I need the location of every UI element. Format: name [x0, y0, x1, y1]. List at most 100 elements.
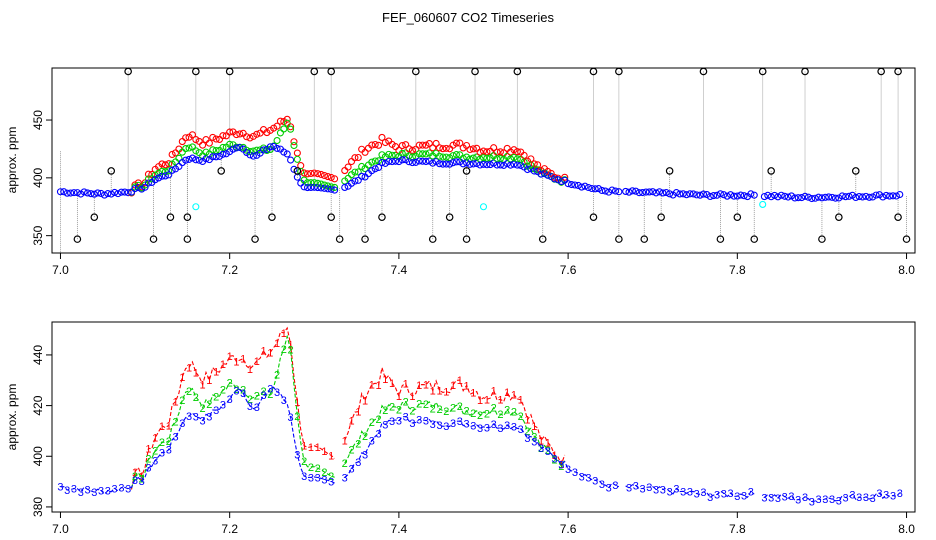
- series-1-point: [253, 130, 261, 138]
- series-3-point: [469, 160, 477, 168]
- series-3-point: [507, 161, 515, 169]
- series-3-point: [94, 189, 102, 197]
- series-3-marker: 3: [585, 472, 591, 484]
- series-3-marker: 3: [91, 487, 97, 499]
- series-3-marker: 3: [274, 387, 280, 399]
- series-1-point: [293, 149, 301, 157]
- series-3-point: [831, 194, 840, 202]
- series-1-line: [130, 326, 335, 490]
- series-3-point: [889, 192, 897, 200]
- series-2-point: [249, 147, 257, 155]
- series-3-point: [67, 189, 75, 197]
- series-3-point: [195, 156, 203, 164]
- series-2-point: [449, 152, 457, 160]
- series-3-marker: 3: [572, 467, 578, 479]
- series-3-point: [381, 159, 389, 167]
- outlier-point: [251, 235, 259, 243]
- series-3-point: [449, 159, 457, 167]
- bottom-x-tick-label: 7.6: [560, 522, 577, 536]
- series-2-marker: 2: [470, 408, 476, 420]
- series-2-marker: 2: [403, 397, 409, 409]
- series-3-point: [655, 188, 664, 196]
- series-2-marker: 2: [308, 462, 314, 474]
- series-1-point: [168, 150, 176, 159]
- outlier-point: [361, 235, 369, 243]
- series-3-marker: 3: [612, 480, 618, 492]
- series-2-marker: 2: [139, 473, 145, 485]
- series-2-marker: 2: [288, 345, 294, 357]
- series-3-point: [557, 177, 565, 186]
- series-3-marker: 3: [856, 492, 862, 504]
- series-1-marker: 1: [315, 442, 321, 454]
- series-1-marker: 1: [470, 388, 476, 400]
- series-3-point: [303, 184, 312, 192]
- series-3-point: [791, 194, 799, 202]
- series-2-point: [435, 152, 444, 160]
- series-3-marker: 3: [484, 423, 490, 435]
- series-1-point: [479, 147, 488, 155]
- series-2-marker: 2: [511, 407, 517, 419]
- series-3-marker: 3: [802, 492, 808, 504]
- series-3-point: [601, 187, 609, 195]
- series-3-marker: 3: [667, 486, 673, 498]
- series-3-point: [300, 183, 308, 191]
- top-x-axis: 7.0 7.2 7.4 7.6 7.8 8.0: [52, 253, 915, 277]
- bottom-y-axis-label: approx. ppm: [5, 384, 19, 451]
- series-2-point: [520, 158, 528, 166]
- series-3-point: [419, 157, 427, 165]
- series-3-marker: 3: [172, 432, 178, 444]
- series-3-marker: 3: [369, 436, 375, 448]
- series-3-point: [56, 188, 65, 196]
- series-3-point: [811, 194, 819, 202]
- series-2-point: [273, 136, 281, 145]
- series-3-point: [73, 189, 81, 197]
- series-3-point: [107, 190, 115, 198]
- series-2-marker: 2: [524, 426, 530, 438]
- series-3-marker: 3: [518, 424, 524, 436]
- series-2-marker: 2: [267, 389, 273, 401]
- series-3-point: [567, 180, 576, 189]
- series-3-line: [625, 484, 755, 499]
- top-y-tick-label: 400: [31, 168, 45, 188]
- series-2-marker: 2: [416, 399, 422, 411]
- series-1-line: [344, 367, 566, 466]
- series-3-point: [232, 144, 240, 152]
- series-3-marker: 3: [84, 484, 90, 496]
- series-1-marker: 1: [260, 346, 266, 358]
- series-1-marker: 1: [457, 375, 463, 387]
- series-3-point: [331, 186, 339, 194]
- series-3-marker: 3: [680, 486, 686, 498]
- series-1-point: [368, 141, 376, 149]
- series-3-point: [398, 156, 406, 164]
- series-3-marker: 3: [673, 484, 679, 496]
- outlier-point: [293, 167, 302, 175]
- series-3-marker: 3: [809, 497, 815, 509]
- series-3-point: [212, 153, 220, 161]
- outlier-point: [851, 167, 860, 175]
- series-3-point: [141, 183, 149, 191]
- series-3-point: [706, 192, 714, 201]
- bottom-y-tick-label: 440: [31, 345, 45, 365]
- series-3-point: [798, 194, 806, 202]
- series-3-marker: 3: [213, 405, 219, 417]
- series-1-marker: 1: [220, 359, 226, 371]
- series-3-marker: 3: [450, 418, 456, 430]
- bottom-x-tick-label: 7.8: [729, 522, 746, 536]
- bottom-x-tick-label: 7.0: [52, 522, 69, 536]
- series-2-marker: 2: [227, 378, 233, 390]
- series-3-marker: 3: [64, 485, 70, 497]
- series-3-marker: 3: [389, 416, 395, 428]
- series-3-point: [760, 193, 768, 201]
- series-2-marker: 2: [294, 411, 300, 423]
- chart-title: FEF_060607 CO2 Timeseries: [382, 10, 554, 25]
- series-1-point: [341, 167, 349, 175]
- series-3-marker: 3: [166, 445, 172, 457]
- series-1-marker: 1: [531, 421, 537, 433]
- series-3-line: [764, 492, 901, 503]
- series-3-marker: 3: [477, 423, 483, 435]
- series-1-point: [490, 144, 498, 152]
- series-3-point: [161, 172, 169, 180]
- series-3-point: [422, 157, 430, 166]
- series-3-marker: 3: [193, 412, 199, 424]
